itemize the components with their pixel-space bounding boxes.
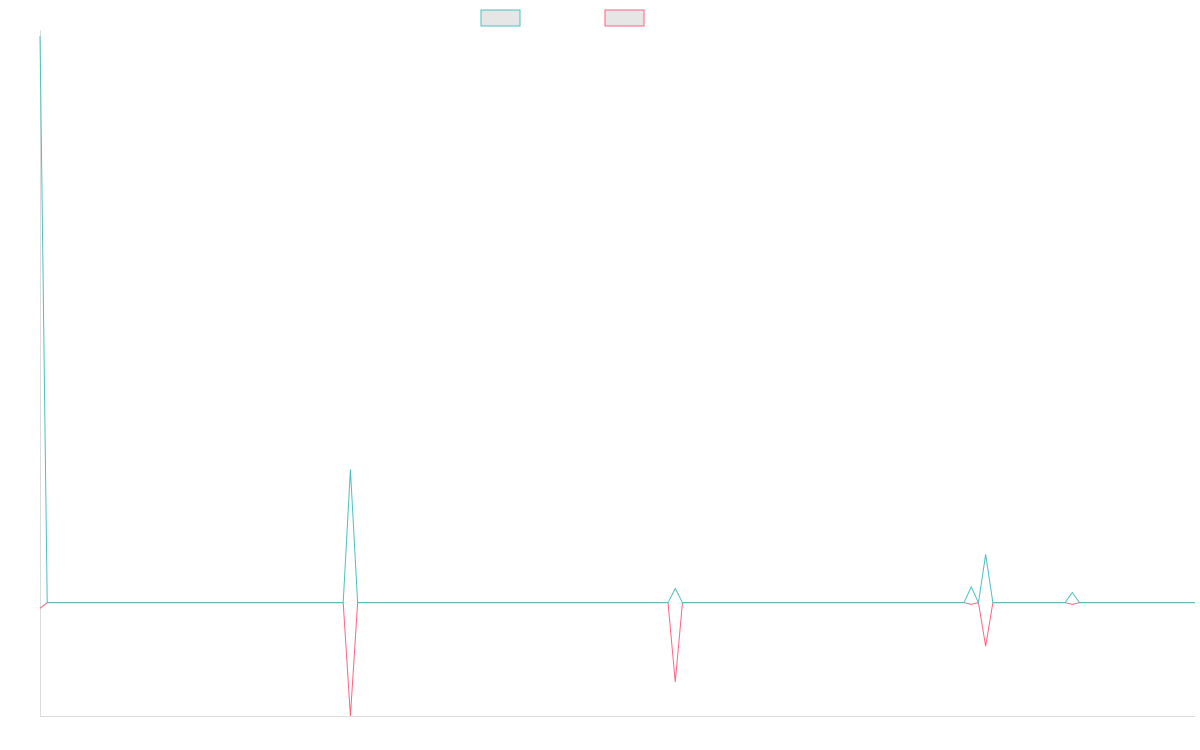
series-line-1 — [39, 35, 1195, 605]
legend — [480, 9, 645, 27]
plot-area — [39, 35, 1195, 717]
legend-swatch-series-1[interactable] — [480, 9, 521, 27]
series-line-2 — [39, 602, 1195, 717]
legend-swatch-series-2[interactable] — [604, 9, 645, 27]
axes — [40, 30, 1195, 717]
